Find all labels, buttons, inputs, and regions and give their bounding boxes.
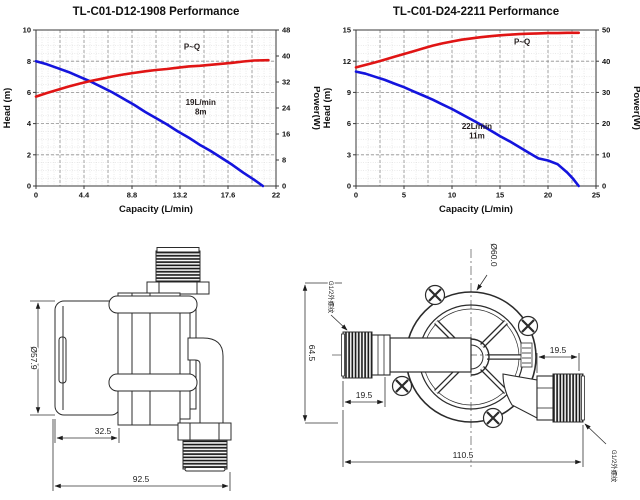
- front-view-drawing: 64.5 Ø60.0 G1/2外螺纹 19.5 19.5: [290, 235, 640, 500]
- y-left-tick-label: 8: [27, 57, 31, 66]
- y-left-tick-label: 0: [347, 182, 351, 191]
- x-axis-label: Capacity (L/min): [119, 204, 193, 215]
- side-view-dimensions: Ø57.9 32.5 92.5: [28, 300, 231, 491]
- dim-overall-height-64-5: 64.5: [307, 345, 317, 362]
- side-tab: [520, 342, 533, 368]
- x-tick-label: 15: [496, 191, 504, 200]
- side-view-drawing: Ø57.9 32.5 92.5: [0, 235, 320, 500]
- bottom-hex-nut: [177, 422, 232, 441]
- top-thread: [155, 250, 201, 283]
- chart-title: TL-C01-D24-2211 Performance: [393, 6, 559, 18]
- x-tick-label: 4.4: [79, 191, 90, 200]
- chart-annotation-0: P~Q: [184, 43, 200, 52]
- y-right-tick-label: 24: [282, 104, 291, 113]
- y-left-tick-label: 0: [27, 182, 31, 191]
- y-left-axis-label: Head (m): [322, 88, 333, 129]
- chart-canvas: 0 5 10 15 20 250369121501020304050TL-C01-D24-…: [322, 6, 640, 215]
- dim-outlet-thread-19-5: 19.5: [550, 345, 567, 355]
- hub-inner: [470, 344, 484, 370]
- power-curve: [34, 58, 270, 98]
- x-tick-label: 0: [34, 191, 38, 200]
- chart-annotation-1: 19L/min 8m: [186, 98, 216, 117]
- x-tick-label: 22: [272, 191, 280, 200]
- x-tick-label: 5: [402, 191, 406, 200]
- y-left-tick-label: 6: [347, 119, 351, 128]
- y-right-tick-label: 16: [282, 130, 290, 139]
- y-right-tick-label: 40: [282, 52, 290, 61]
- pump-head: [117, 292, 181, 426]
- x-axis-label: Capacity (L/min): [439, 204, 513, 215]
- outlet-thread-spec-label: G1/2外螺纹: [610, 450, 619, 483]
- x-tick-label: 20: [544, 191, 552, 200]
- chart-annotation-1: 22L/min 11m: [462, 122, 492, 141]
- y-right-tick-label: 32: [282, 78, 290, 87]
- outlet-hex-nut: [536, 375, 554, 421]
- dim-overall-width-110-5: 110.5: [453, 450, 474, 460]
- x-tick-label: 25: [592, 191, 600, 200]
- dim-diameter-57-9: Ø57.9: [29, 346, 39, 369]
- power-curve: [354, 31, 581, 69]
- y-left-tick-label: 10: [23, 26, 31, 35]
- dim-volute-diameter-60: Ø60.0: [489, 243, 499, 266]
- inlet-pipe: [389, 337, 472, 373]
- motor-body: [54, 300, 121, 416]
- dim-front-section-32-5: 32.5: [95, 426, 112, 436]
- front-view-svg: 64.5 Ø60.0 G1/2外螺纹 19.5 19.5: [302, 242, 620, 484]
- y-left-tick-label: 6: [27, 88, 31, 97]
- clamp-band-bottom: [108, 373, 198, 392]
- y-left-tick-label: 2: [27, 150, 31, 159]
- y-right-axis-label: Power(W): [631, 86, 640, 130]
- dim-inlet-thread-19-5: 19.5: [356, 390, 373, 400]
- dim-overall-length-92-5: 92.5: [133, 474, 150, 484]
- chart-annotation-0: P~Q: [514, 38, 530, 47]
- y-right-tick-label: 20: [602, 119, 610, 128]
- y-left-tick-label: 3: [347, 150, 351, 159]
- x-tick-label: 0: [354, 191, 358, 200]
- y-left-tick-label: 4: [27, 119, 32, 128]
- x-tick-label: 8.8: [127, 191, 137, 200]
- clamp-band-top: [108, 295, 198, 314]
- x-tick-label: 10: [448, 191, 456, 200]
- front-view-dimensions: 64.5 Ø60.0 G1/2外螺纹 19.5 19.5: [302, 242, 620, 484]
- pump-front-body: [341, 284, 585, 429]
- screws: [391, 284, 539, 429]
- bottom-thread: [182, 439, 228, 470]
- y-left-tick-label: 9: [347, 88, 351, 97]
- x-tick-label: 13.2: [173, 191, 188, 200]
- y-right-tick-label: 8: [282, 156, 286, 165]
- y-right-tick-label: 0: [602, 182, 606, 191]
- y-right-tick-label: 10: [602, 150, 610, 159]
- outlet-duct: [502, 373, 538, 419]
- y-right-tick-label: 30: [602, 88, 610, 97]
- y-left-tick-label: 12: [343, 57, 351, 66]
- y-left-tick-label: 15: [343, 26, 351, 35]
- y-left-axis-label: Head (m): [2, 88, 13, 129]
- y-right-axis-label: Power(W): [311, 86, 320, 130]
- chart-title: TL-C01-D12-1908 Performance: [73, 6, 240, 18]
- performance-chart-d12: 0 4.4 8.8 13.2 17.6 22 0 2 4 6 8 10 0 8 16 24 32 40 48 TL-C…: [0, 0, 320, 234]
- y-right-tick-label: 48: [282, 26, 290, 35]
- y-right-tick-label: 40: [602, 57, 610, 66]
- performance-chart-d24: 0 5 10 15 20 25 0 3 6 9 12 15 0 10 20 30 40 50 TL-C01-D24-…: [320, 0, 640, 234]
- inlet-thread: [342, 331, 373, 379]
- inlet-hex-nut: [371, 334, 391, 376]
- y-right-tick-label: 0: [282, 182, 286, 191]
- y-right-tick-label: 50: [602, 26, 610, 35]
- pump-side-body: [54, 247, 232, 472]
- x-tick-label: 17.6: [221, 191, 236, 200]
- outlet-thread: [552, 373, 584, 423]
- chart-canvas: 0 4.4 8.8 13.2 17.6 220246810081624324048TL-C…: [2, 6, 320, 215]
- hub-outer: [470, 338, 490, 376]
- inlet-thread-spec-label: G1/2外螺纹: [327, 281, 336, 314]
- head-curve: [354, 70, 581, 188]
- head-curve: [34, 59, 265, 188]
- side-view-svg: Ø57.9 32.5 92.5: [28, 247, 232, 491]
- top-hex-nut: [146, 281, 210, 295]
